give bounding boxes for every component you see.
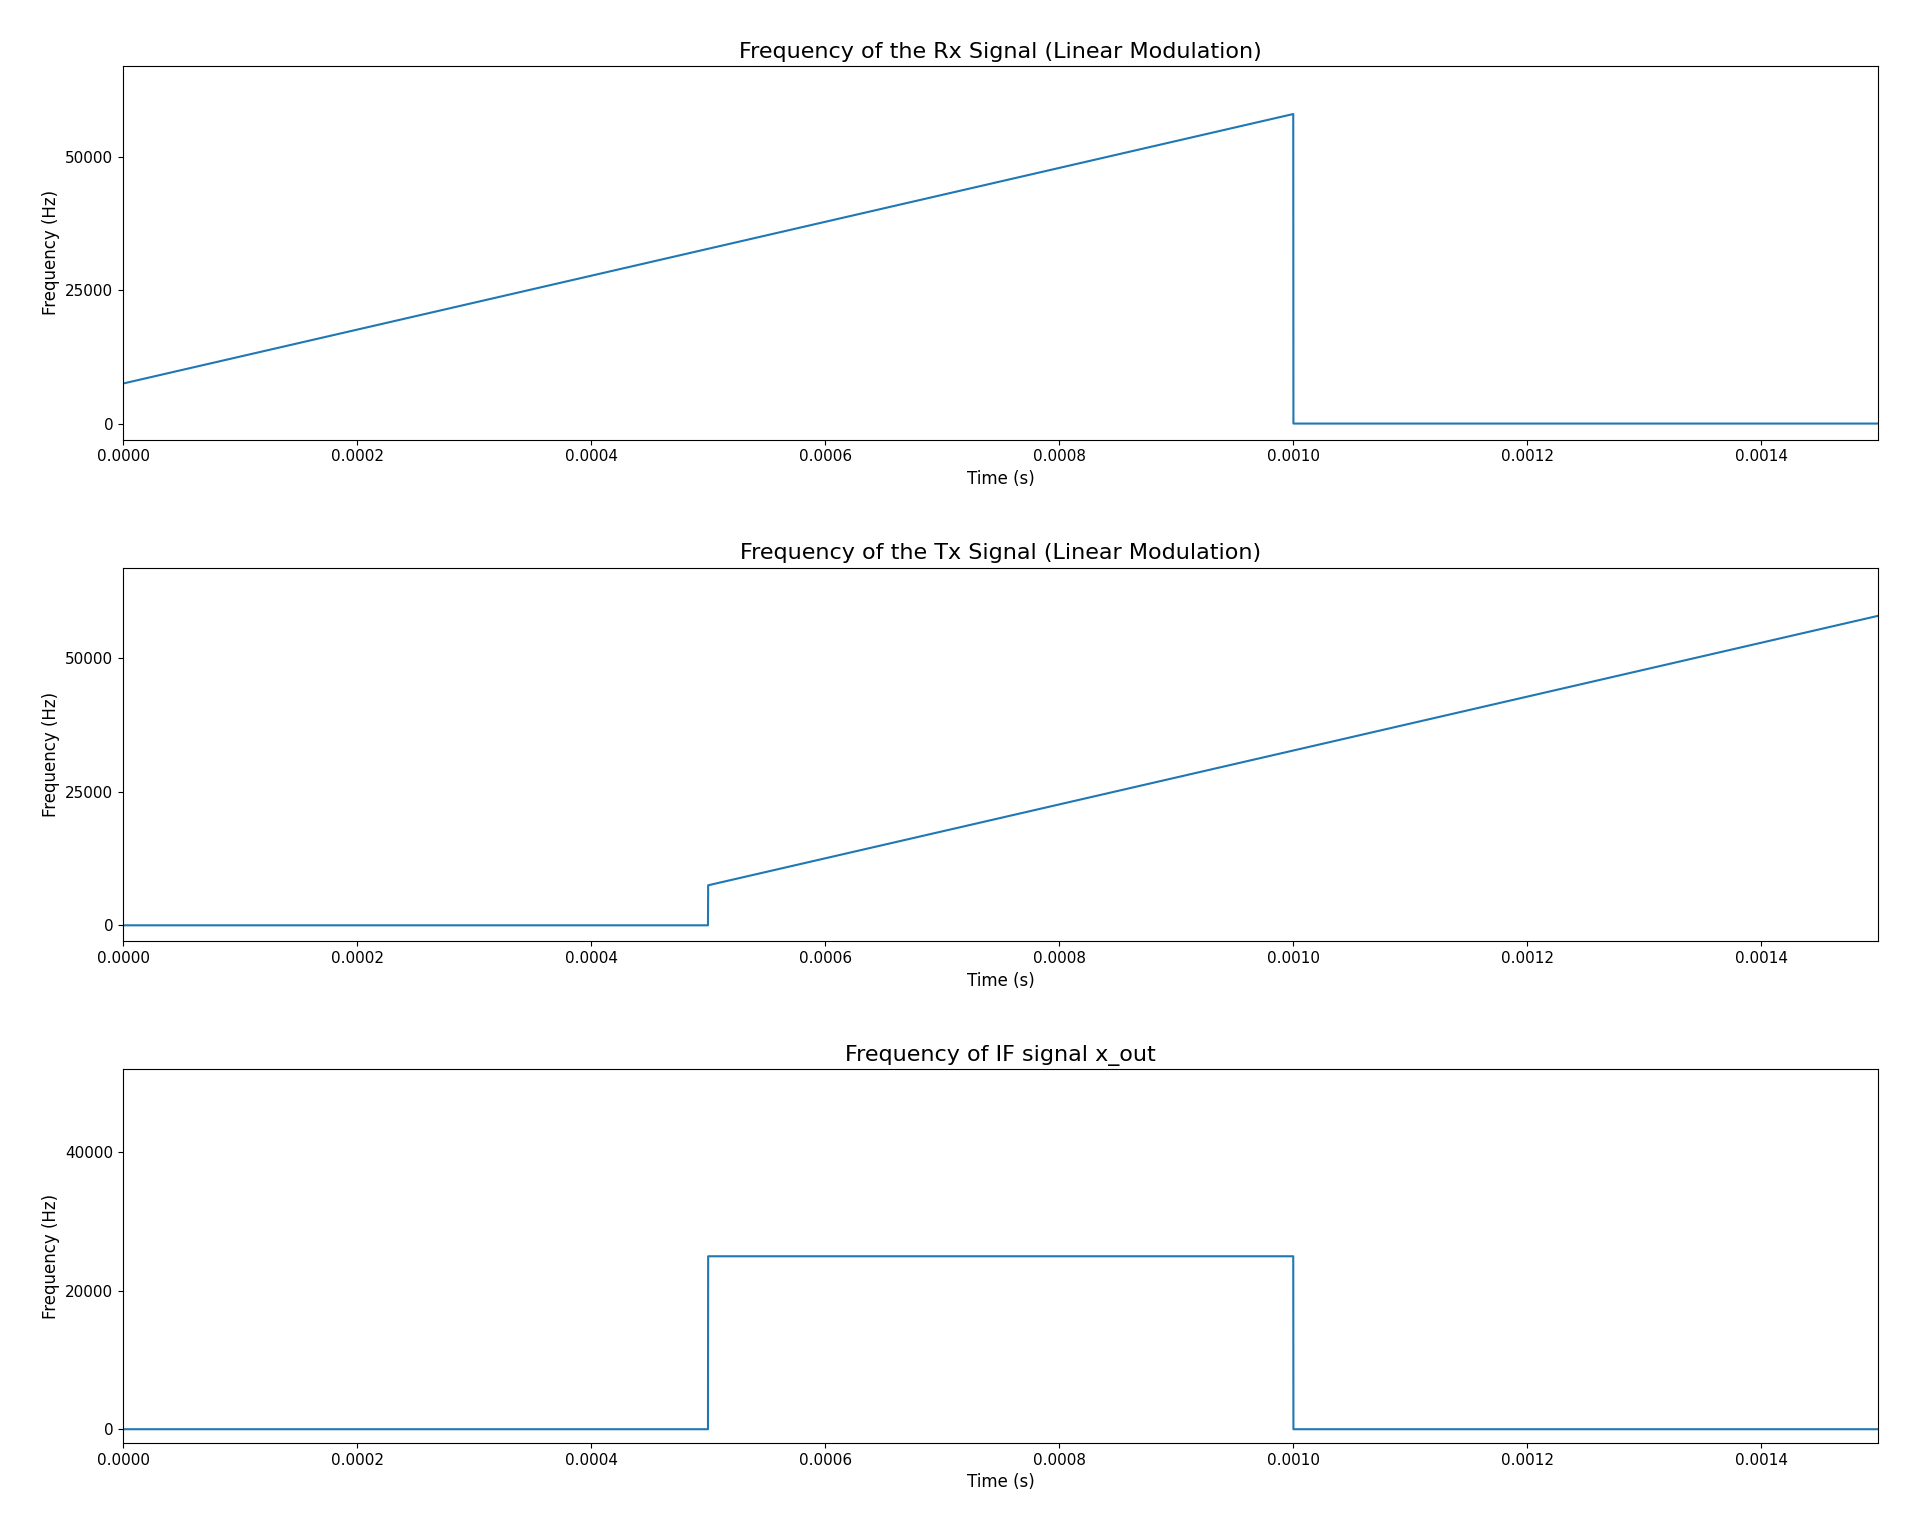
Title: Frequency of IF signal x_out: Frequency of IF signal x_out <box>845 1046 1156 1065</box>
X-axis label: Time (s): Time (s) <box>968 1473 1035 1492</box>
Title: Frequency of the Tx Signal (Linear Modulation): Frequency of the Tx Signal (Linear Modul… <box>739 543 1261 564</box>
X-axis label: Time (s): Time (s) <box>968 469 1035 487</box>
Y-axis label: Frequency (Hz): Frequency (Hz) <box>42 190 60 316</box>
X-axis label: Time (s): Time (s) <box>968 972 1035 990</box>
Y-axis label: Frequency (Hz): Frequency (Hz) <box>42 1194 60 1318</box>
Title: Frequency of the Rx Signal (Linear Modulation): Frequency of the Rx Signal (Linear Modul… <box>739 41 1261 61</box>
Y-axis label: Frequency (Hz): Frequency (Hz) <box>42 691 60 817</box>
